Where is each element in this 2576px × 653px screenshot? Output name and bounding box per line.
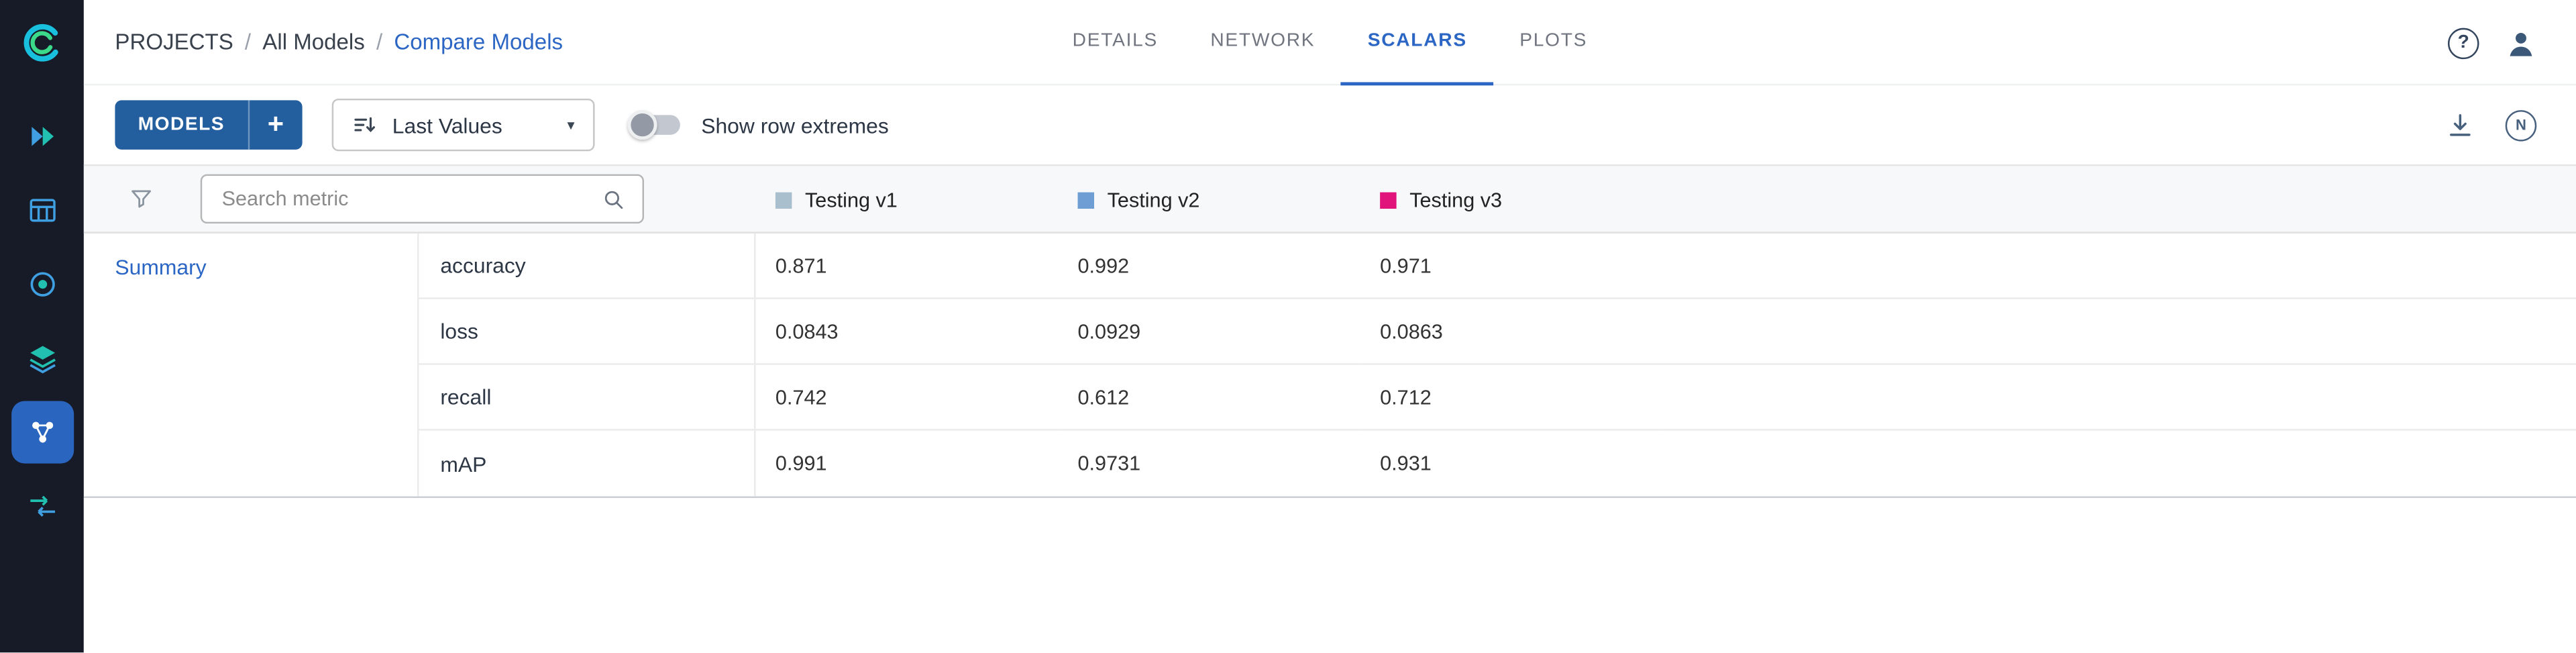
metric-value: 0.0843 xyxy=(755,299,1059,365)
column-header-testing-v3: Testing v3 xyxy=(1380,166,1502,235)
download-csv-button[interactable] xyxy=(2445,109,2476,141)
sort-icon xyxy=(354,117,375,133)
breadcrumb-projects[interactable]: PROJECTS xyxy=(115,30,233,54)
metric-name: loss xyxy=(419,299,756,365)
metric-value: 0.9731 xyxy=(1077,452,1141,475)
metrics-table-body: Summary accuracy 0.871 0.992 0.971 loss … xyxy=(83,233,2576,499)
values-mode-label: Last Values xyxy=(392,112,502,138)
metric-name: recall xyxy=(419,364,756,431)
filter-funnel-icon xyxy=(131,190,152,208)
sidebar-item-reports[interactable] xyxy=(11,253,73,315)
metric-value: 0.612 xyxy=(1058,365,1360,431)
top-bar: PROJECTS / All Models / Compare Models D… xyxy=(83,0,2576,86)
models-button-divider xyxy=(248,100,250,150)
top-right-icons: ? xyxy=(2447,0,2540,85)
metrics-table-header: Testing v1 Testing v2 Testing v3 xyxy=(83,164,2576,235)
projects-icon xyxy=(31,126,53,146)
breadcrumb-separator: / xyxy=(376,30,383,54)
series-color-swatch xyxy=(1077,192,1095,209)
values-mode-dropdown[interactable]: Last Values ▾ xyxy=(331,98,595,152)
tab-details[interactable]: DETAILS xyxy=(1072,31,1158,51)
breadcrumb: PROJECTS / All Models / Compare Models xyxy=(115,30,563,54)
column-label: Testing v1 xyxy=(805,189,898,212)
clearml-logo-icon xyxy=(23,23,58,62)
metric-value: 0.931 xyxy=(1380,452,1432,475)
user-avatar[interactable] xyxy=(2502,24,2540,62)
sidebar-item-projects[interactable] xyxy=(11,105,73,168)
metric-value: 0.871 xyxy=(755,234,1059,299)
datasets-icon xyxy=(29,199,55,222)
metric-group-summary[interactable]: Summary xyxy=(84,233,419,497)
metric-value: 0.0929 xyxy=(1058,299,1360,365)
row-filler xyxy=(1662,431,2576,497)
row-extremes-toggle[interactable] xyxy=(627,110,680,140)
sidebar-item-pipelines[interactable] xyxy=(11,327,73,389)
toolbar-right-icons: N xyxy=(2445,85,2537,164)
search-metric-input[interactable] xyxy=(218,185,602,212)
sidebar-item-workers[interactable] xyxy=(11,475,73,538)
circled-n-icon: N xyxy=(2505,109,2537,141)
metric-value: 0.0863 xyxy=(1360,299,1663,365)
tab-bar: DETAILS NETWORK SCALARS PLOTS xyxy=(84,0,2576,86)
breadcrumb-all-models[interactable]: All Models xyxy=(262,30,365,54)
models-button[interactable]: MODELS + xyxy=(115,100,303,150)
metric-search-box xyxy=(200,174,645,224)
series-color-swatch xyxy=(1380,192,1397,209)
breadcrumb-compare-models[interactable]: Compare Models xyxy=(394,30,564,54)
sidebar-item-models[interactable] xyxy=(10,401,73,464)
metric-name: mAP xyxy=(419,430,756,497)
breadcrumb-separator: / xyxy=(244,30,252,54)
search-icon xyxy=(604,190,623,208)
metric-value: 0.712 xyxy=(1360,365,1663,431)
metric-value: 0.971 xyxy=(1360,234,1663,299)
filter-button[interactable] xyxy=(128,186,154,212)
row-extremes-label: Show row extremes xyxy=(701,112,889,138)
sidebar-nav xyxy=(10,105,73,538)
download-icon xyxy=(2450,113,2471,136)
clearml-logo[interactable] xyxy=(0,0,84,85)
series-color-swatch xyxy=(775,192,792,209)
reports-icon xyxy=(30,272,54,297)
column-header-testing-v2: Testing v2 xyxy=(1077,166,1200,235)
models-button-label: MODELS xyxy=(138,115,225,135)
column-label: Testing v3 xyxy=(1409,189,1503,212)
row-filler xyxy=(1662,365,2576,431)
row-filler xyxy=(1662,234,2576,299)
tab-network[interactable]: NETWORK xyxy=(1210,31,1316,51)
tab-scalars[interactable]: SCALARS xyxy=(1341,0,1494,86)
avatar-icon xyxy=(2510,32,2532,56)
help-icon[interactable]: ? xyxy=(2447,27,2479,58)
row-filler xyxy=(1662,299,2576,365)
compare-toolbar: MODELS + Last Values ▾ Show row extremes xyxy=(84,85,2576,164)
metric-value: 0.742 xyxy=(755,365,1059,431)
models-icon xyxy=(31,421,52,443)
row-extremes-toggle-group: Show row extremes xyxy=(627,110,889,140)
column-header-testing-v1: Testing v1 xyxy=(775,166,898,235)
metric-value: 0.992 xyxy=(1058,234,1360,299)
sidebar-item-datasets[interactable] xyxy=(11,179,73,242)
metric-value: 0.991 xyxy=(775,452,827,475)
workers-queues-icon xyxy=(30,495,54,517)
column-label: Testing v2 xyxy=(1107,189,1200,212)
sidebar xyxy=(0,0,84,653)
add-model-button[interactable]: + xyxy=(267,108,284,140)
empty-content-area xyxy=(83,498,2576,653)
tab-plots[interactable]: PLOTS xyxy=(1519,31,1588,51)
chevron-down-icon: ▾ xyxy=(567,115,575,133)
toggle-knob xyxy=(627,110,657,140)
metric-name: accuracy xyxy=(419,233,756,299)
values-view-toggle-button[interactable]: N xyxy=(2505,109,2537,141)
main-area: PROJECTS / All Models / Compare Models D… xyxy=(83,0,2576,653)
pipelines-icon xyxy=(29,346,55,374)
